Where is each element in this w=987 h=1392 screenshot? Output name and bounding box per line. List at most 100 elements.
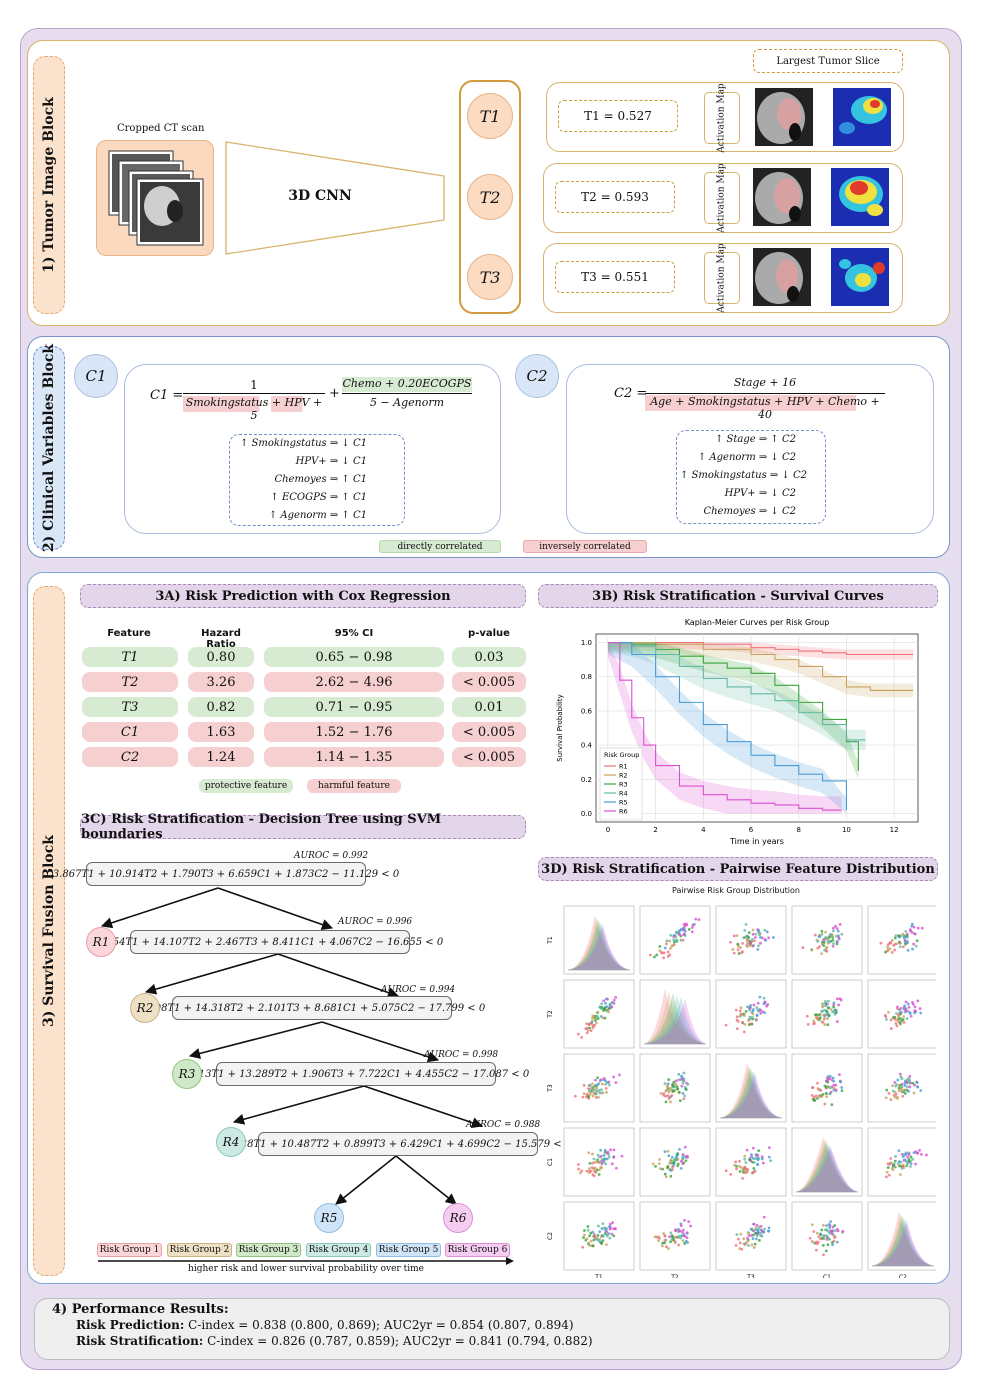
pair-point [762,1215,766,1219]
pair-point [820,1009,824,1013]
pair-point [737,1237,740,1241]
pair-density-c2-g3 [871,1215,935,1267]
pair-point [665,939,669,943]
pair-point [756,930,760,934]
pair-point [598,1230,602,1234]
km-xtick-label: 12 [890,826,899,834]
pair-point [674,1228,678,1232]
cox-regression-header: 3A) Risk Prediction with Cox Regression [80,584,526,608]
pair-point [593,1170,597,1174]
pair-density-c2-g5 [871,1219,935,1267]
pair-ylabel-c2: C2 [547,1232,554,1240]
pair-density-t3-g1 [719,1063,783,1119]
pair-point [831,1229,834,1233]
pair-point [737,952,741,955]
km-xtick-label: 8 [797,826,801,834]
c2-rule-4: HPV+ ⇒ ↓ C2 [724,488,796,499]
c2-panel [566,364,934,534]
t2-value: T2 = 0.593 [555,181,675,213]
pair-point [669,1174,673,1178]
pair-density-t1-g1 [567,915,631,971]
pair-point [823,1023,827,1026]
pair-point [911,1157,915,1161]
pair-point [836,1229,840,1233]
c2-rules-box [676,430,826,524]
km-curve-r5 [607,641,847,811]
pair-point [667,1088,671,1092]
pair-point [590,1085,594,1089]
pair-point [912,925,916,929]
pair-point [835,1240,839,1244]
tree-edges [100,887,484,1205]
pair-point [815,938,819,942]
pair-point [911,947,914,951]
pair-point [751,1237,755,1240]
pair-point [674,1235,678,1239]
legend-harmful: harmful feature [307,779,401,793]
pair-point [831,944,835,948]
pair-point [614,996,618,999]
pair-point [823,1102,827,1106]
pair-point [599,1166,603,1169]
pair-xlabel-t3: T3 [746,1274,755,1278]
pair-density-t1-g2 [567,917,631,971]
pair-point [908,1078,911,1081]
pair-point [743,1014,746,1017]
pair-point [902,1090,905,1094]
pair-point [685,1236,689,1240]
pair-point [612,1234,616,1238]
pair-point [668,1235,671,1239]
pair-point [674,939,678,943]
pair-point [756,947,760,951]
pair-point [592,1238,596,1242]
pair-point [886,945,889,949]
pair-point [902,1021,906,1024]
pair-point [724,1169,728,1173]
pair-point [824,936,827,939]
pair-point [745,1148,749,1152]
pair-point [586,1228,590,1232]
pair-point [738,1170,742,1173]
pair-point [729,1173,733,1176]
pair-point [683,924,687,928]
pair-point [897,1020,901,1024]
pair-point [663,1241,667,1245]
km-title: Kaplan-Meier Curves per Risk Group [685,618,830,627]
pair-point [767,1155,771,1159]
pair-point [906,1155,910,1159]
pair-point [916,926,920,930]
pair-point [820,932,824,936]
pair-point [913,1083,916,1087]
pair-point [593,1160,597,1164]
pair-point [574,1094,577,1098]
svm-boundary-4: 4.813T1 + 13.289T2 + 1.906T3 + 7.722C1 +… [183,1062,529,1086]
edge-n3-r3 [188,1021,323,1059]
pair-point [589,1239,593,1243]
pair-point [821,1243,825,1247]
pair-point [660,951,663,955]
pair-point [596,1224,600,1228]
pair-point [683,1094,687,1098]
pair-point [838,1079,842,1083]
pair-point [746,1168,749,1171]
pair-point [593,1024,597,1027]
pair-point [596,1014,600,1018]
pair-point [672,1089,675,1093]
pair-point [746,941,749,945]
pair-point [763,1227,766,1231]
pair-point [655,1235,659,1239]
pair-point [610,1001,614,1005]
pair-point [605,1230,609,1234]
pair-point [681,1153,685,1156]
pair-point [905,1085,909,1089]
pair-point [736,942,740,946]
pair-point [579,1171,582,1175]
col-ci: 95% CI [334,628,374,639]
pair-point [740,951,743,955]
pair-point [736,945,740,948]
pair-point [679,1167,683,1170]
pair-point [837,1003,841,1007]
legend-risk-group-5: Risk Group 5 [376,1243,441,1257]
pair-cell-c1-c1 [791,1127,863,1197]
c2-rule-5: Chemoyes ⇒ ↓ C2 [703,506,796,517]
